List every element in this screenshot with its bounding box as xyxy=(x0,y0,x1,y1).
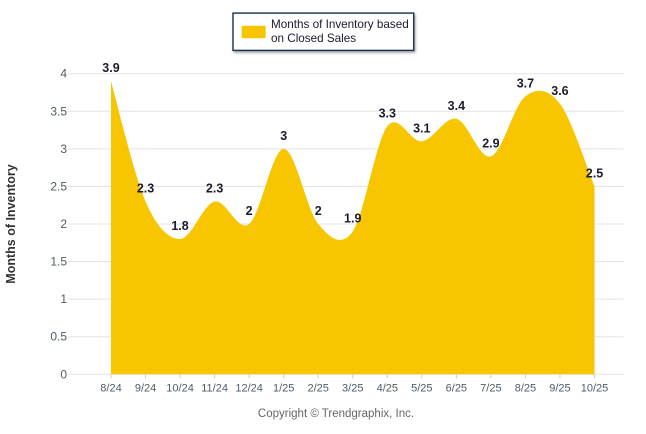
svg-text:Months of Inventory based: Months of Inventory based xyxy=(271,18,409,31)
svg-text:2.5: 2.5 xyxy=(50,179,67,193)
svg-text:3/25: 3/25 xyxy=(342,382,363,394)
svg-text:1/25: 1/25 xyxy=(273,382,294,394)
svg-text:4: 4 xyxy=(60,67,67,81)
svg-text:3: 3 xyxy=(60,142,67,156)
svg-text:3.3: 3.3 xyxy=(379,106,396,120)
svg-text:2: 2 xyxy=(60,217,67,231)
svg-text:10/24: 10/24 xyxy=(166,382,194,394)
svg-text:on Closed Sales: on Closed Sales xyxy=(271,32,356,45)
svg-text:2.3: 2.3 xyxy=(137,181,154,195)
svg-text:3.4: 3.4 xyxy=(448,99,465,113)
svg-text:8/24: 8/24 xyxy=(100,382,121,394)
svg-text:3.1: 3.1 xyxy=(413,121,430,135)
svg-text:8/25: 8/25 xyxy=(515,382,536,394)
svg-text:11/24: 11/24 xyxy=(201,382,228,394)
svg-text:1.9: 1.9 xyxy=(344,212,361,226)
svg-text:2: 2 xyxy=(315,204,322,218)
svg-text:2: 2 xyxy=(246,204,253,218)
svg-text:3.6: 3.6 xyxy=(551,84,568,98)
svg-text:4/25: 4/25 xyxy=(377,382,398,394)
svg-text:7/25: 7/25 xyxy=(480,382,501,394)
svg-text:2.5: 2.5 xyxy=(586,166,603,180)
svg-text:9/25: 9/25 xyxy=(549,382,570,394)
svg-text:0: 0 xyxy=(60,367,67,381)
svg-text:1.8: 1.8 xyxy=(171,219,188,233)
svg-text:2/25: 2/25 xyxy=(307,382,328,394)
svg-text:3: 3 xyxy=(280,129,287,143)
svg-text:2.3: 2.3 xyxy=(206,181,223,195)
svg-text:6/25: 6/25 xyxy=(446,382,467,394)
svg-text:Copyright © Trendgraphix, Inc.: Copyright © Trendgraphix, Inc. xyxy=(258,408,414,420)
svg-text:Months of Inventory: Months of Inventory xyxy=(4,164,18,283)
svg-text:3.7: 3.7 xyxy=(517,76,534,90)
svg-text:0.5: 0.5 xyxy=(50,330,67,344)
svg-text:1.5: 1.5 xyxy=(50,255,67,269)
svg-text:5/25: 5/25 xyxy=(411,382,432,394)
svg-text:3.9: 3.9 xyxy=(102,61,119,75)
svg-text:3.5: 3.5 xyxy=(50,104,67,118)
svg-text:1: 1 xyxy=(60,292,67,306)
svg-text:12/24: 12/24 xyxy=(235,382,263,394)
svg-text:9/24: 9/24 xyxy=(135,382,156,394)
svg-text:10/25: 10/25 xyxy=(581,382,609,394)
svg-text:2.9: 2.9 xyxy=(482,136,499,150)
